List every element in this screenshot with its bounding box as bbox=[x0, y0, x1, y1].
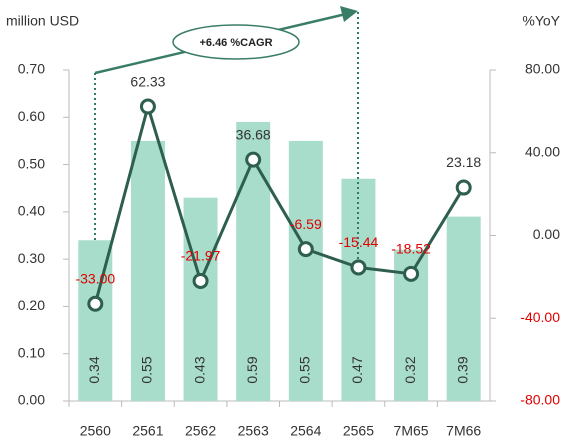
y-tick-label: 0.00 bbox=[18, 392, 45, 408]
line-value-label: -18.52 bbox=[391, 241, 431, 257]
y2-tick-label: 40.00 bbox=[525, 143, 560, 159]
x-tick-label: 2564 bbox=[290, 423, 321, 439]
cagr-label: +6.46 %CAGR bbox=[199, 37, 272, 49]
y2-tick-label: 0.00 bbox=[533, 226, 560, 242]
x-tick-label: 7M66 bbox=[446, 423, 481, 439]
y-tick-label: 0.50 bbox=[18, 155, 45, 171]
line-value-label: -15.44 bbox=[339, 234, 379, 250]
line-value-label: 23.18 bbox=[446, 154, 481, 170]
y-tick-label: 0.10 bbox=[18, 344, 45, 360]
x-tick-label: 2562 bbox=[185, 423, 216, 439]
line-value-label: 62.33 bbox=[130, 73, 165, 89]
x-tick-label: 2561 bbox=[132, 423, 163, 439]
bar-value-label: 0.47 bbox=[349, 356, 365, 383]
y-tick-label: 0.60 bbox=[18, 108, 45, 124]
line-marker bbox=[297, 241, 314, 258]
bar bbox=[236, 122, 271, 401]
line-marker bbox=[350, 259, 367, 276]
line-value-label: 36.68 bbox=[236, 126, 271, 142]
bar-value-label: 0.39 bbox=[454, 356, 470, 383]
line bbox=[93, 101, 465, 305]
bar-value-label: 0.55 bbox=[297, 356, 313, 383]
y-axis-label: million USD bbox=[6, 13, 79, 29]
line-marker bbox=[139, 98, 156, 115]
bar-value-label: 0.59 bbox=[244, 356, 260, 383]
y2-tick-label: -80.00 bbox=[520, 392, 560, 408]
x-tick-label: 2565 bbox=[343, 423, 374, 439]
bar-value-label: 0.43 bbox=[191, 356, 207, 383]
line-marker bbox=[87, 295, 104, 312]
y2-tick-label: 80.00 bbox=[525, 61, 560, 77]
line-marker bbox=[192, 272, 209, 289]
cagr-arrowhead bbox=[340, 6, 358, 22]
cagr-annotation: +6.46 %CAGR bbox=[94, 6, 359, 263]
line-value-label: -33.00 bbox=[75, 270, 115, 286]
bar bbox=[288, 140, 323, 401]
bar bbox=[130, 140, 165, 401]
y-tick-label: 0.70 bbox=[18, 61, 45, 77]
y-tick-label: 0.20 bbox=[18, 297, 45, 313]
plot bbox=[63, 69, 496, 407]
cagr-bubble bbox=[172, 24, 300, 60]
x-tick-label: 7M65 bbox=[394, 423, 429, 439]
bar-value-label: 0.55 bbox=[139, 356, 155, 383]
line-marker bbox=[245, 151, 262, 168]
bar bbox=[446, 216, 481, 401]
y-tick-label: 0.40 bbox=[18, 203, 45, 219]
y2-tick-label: -40.00 bbox=[520, 309, 560, 325]
y-tick-label: 0.30 bbox=[18, 250, 45, 266]
x-tick-label: 2560 bbox=[80, 423, 111, 439]
bar bbox=[183, 197, 218, 401]
line-value-label: -6.59 bbox=[290, 216, 322, 232]
y2-axis-label: %YoY bbox=[522, 13, 560, 29]
x-tick-label: 2563 bbox=[238, 423, 269, 439]
line-marker bbox=[403, 265, 420, 282]
bar bbox=[341, 178, 376, 401]
line-value-label: -21.97 bbox=[181, 248, 221, 264]
bar-value-label: 0.32 bbox=[402, 356, 418, 383]
bar-value-label: 0.34 bbox=[86, 356, 102, 383]
line-marker bbox=[455, 179, 472, 196]
